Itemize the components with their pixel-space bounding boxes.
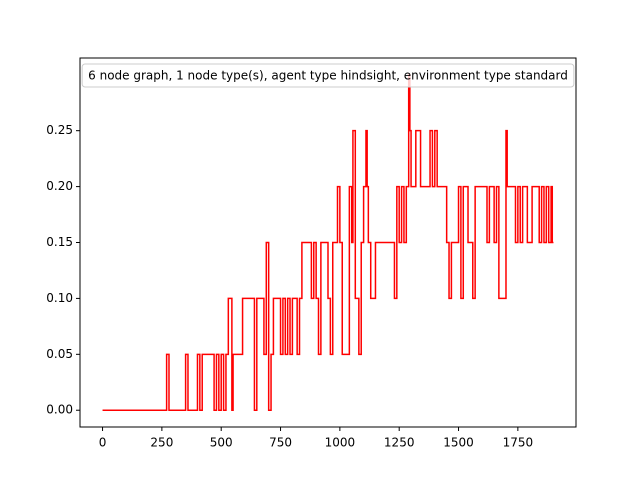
data-line <box>102 74 554 411</box>
y-tick-label: 0.20 <box>46 179 73 193</box>
x-tick-label: 0 <box>99 436 107 450</box>
y-tick-label: 0.00 <box>46 403 73 417</box>
x-tick-label: 500 <box>210 436 233 450</box>
x-tick-label: 1750 <box>503 436 534 450</box>
legend-label: 6 node graph, 1 node type(s), agent type… <box>88 69 568 83</box>
y-tick-label: 0.25 <box>46 123 73 137</box>
x-tick-label: 250 <box>150 436 173 450</box>
x-tick-label: 750 <box>269 436 292 450</box>
legend-box <box>81 63 575 88</box>
x-tick-label: 1250 <box>384 436 415 450</box>
y-tick-label: 0.10 <box>46 291 73 305</box>
x-tick-label: 1000 <box>325 436 356 450</box>
x-tick-label: 1500 <box>443 436 474 450</box>
y-tick-label: 0.05 <box>46 347 73 361</box>
y-tick-label: 0.15 <box>46 235 73 249</box>
